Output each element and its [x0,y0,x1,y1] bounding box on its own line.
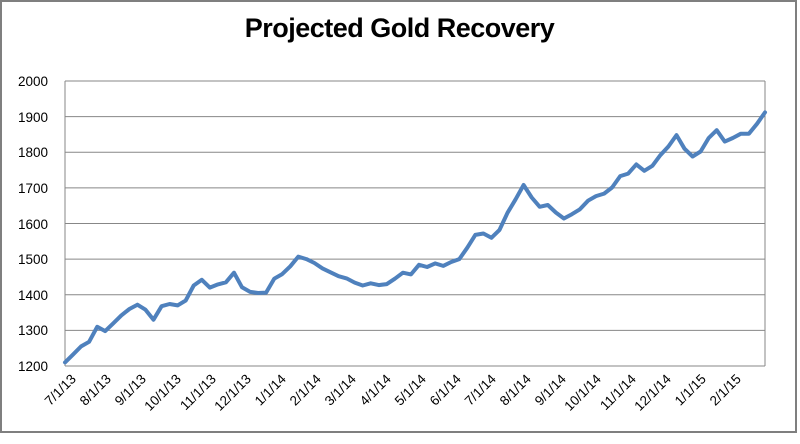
x-axis-tick-label: 4/1/14 [356,371,394,409]
x-axis-tick-label: 8/1/14 [496,371,534,409]
chart-title: Projected Gold Recovery [244,13,555,43]
y-axis-tick-label: 1800 [17,145,48,161]
x-axis-tick-label: 7/1/13 [41,371,79,409]
x-axis-tick-label: 11/1/13 [177,371,219,414]
y-axis-tick-label: 1500 [17,252,48,268]
line-chart-svg [63,80,767,367]
x-axis-tick-label: 1/1/14 [251,371,289,409]
x-axis-tick-label: 1/1/15 [671,371,709,409]
x-axis-tick-label: 7/1/14 [461,371,499,409]
x-axis-tick-label: 2/1/15 [706,371,744,409]
y-axis-tick-label: 1400 [17,287,48,303]
x-axis-tick-label: 10/1/14 [561,371,604,414]
y-axis-tick-label: 1700 [17,180,48,196]
x-axis-tick-label: 10/1/13 [141,371,184,414]
y-axis-tick-label: 1300 [17,323,48,339]
x-axis-tick-label: 2/1/14 [286,371,324,409]
y-axis-tick-label: 1900 [17,109,48,125]
y-axis-tick-label: 2000 [17,74,48,89]
x-axis-tick-label: 3/1/14 [321,371,359,409]
y-axis-tick-label: 1600 [17,216,48,232]
plot-area [63,80,767,367]
x-axis-tick-label: 12/1/13 [211,371,254,414]
x-axis-tick-label: 12/1/14 [631,371,674,414]
gold-recovery-line [63,110,767,365]
x-axis-tick-label: 8/1/13 [76,371,114,409]
x-axis-tick-label: 6/1/14 [426,371,464,409]
chart-frame: Projected Gold Recovery 1200 1300 1400 1500… [0,0,797,433]
x-axis-tick-label: 11/1/14 [597,371,639,414]
y-axis-tick-label: 1200 [17,359,48,374]
x-axis-tick-label: 5/1/14 [391,371,429,409]
